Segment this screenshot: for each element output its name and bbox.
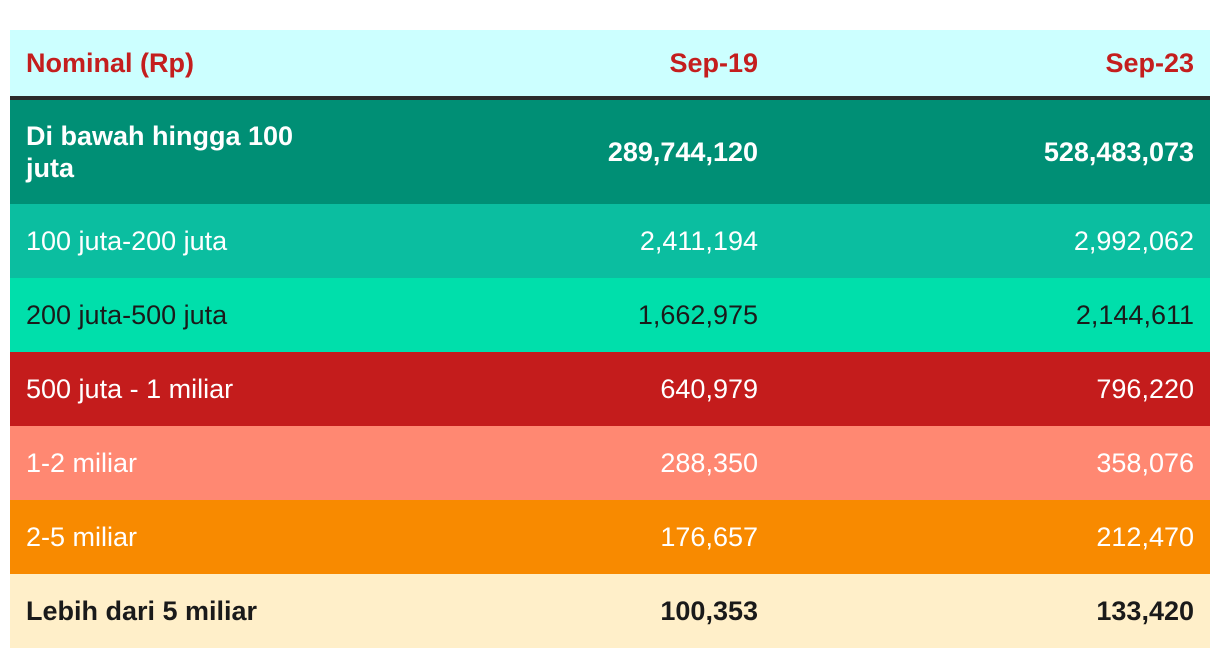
table-row: 200 juta-500 juta 1,662,975 2,144,611 [10, 278, 1210, 352]
row-value-sep19: 288,350 [660, 448, 758, 478]
row-value-sep23: 358,076 [1096, 448, 1194, 478]
row-value-sep19: 2,411,194 [639, 226, 758, 256]
table-row: Di bawah hingga 100 juta 289,744,120 528,4… [10, 98, 1210, 204]
row-value-sep19: 100,353 [660, 596, 758, 626]
header-nominal: Nominal (Rp) [10, 30, 340, 100]
row-value-sep23: 796,220 [1096, 374, 1194, 404]
table-row: 100 juta-200 juta 2,411,194 2,992,062 [10, 204, 1210, 278]
row-label: 1-2 miliar [26, 448, 138, 478]
row-value-sep23: 528,483,073 [1043, 137, 1194, 167]
row-label: 200 juta-500 juta [26, 300, 228, 330]
row-label: 500 juta - 1 miliar [26, 374, 234, 404]
row-label: 2-5 miliar [26, 522, 138, 552]
header-sep19: Sep-19 [340, 30, 774, 100]
row-value-sep23: 2,992,062 [1073, 226, 1194, 256]
header-sep23: Sep-23 [774, 30, 1210, 100]
row-label: Lebih dari 5 miliar [26, 596, 258, 626]
row-value-sep19: 289,744,120 [607, 137, 758, 167]
table-row: Lebih dari 5 miliar 100,353 133,420 [10, 574, 1210, 648]
table-body: Di bawah hingga 100 juta 289,744,120 528,4… [10, 98, 1210, 648]
row-label: 100 juta-200 juta [26, 226, 228, 256]
table-row: 500 juta - 1 miliar 640,979 796,220 [10, 352, 1210, 426]
deposit-accounts-table: Nominal (Rp) Sep-19 Sep-23 Di bawah hing… [10, 30, 1210, 648]
row-label: Di bawah hingga 100 juta [26, 121, 294, 183]
row-value-sep19: 176,657 [660, 522, 758, 552]
row-value-sep19: 640,979 [660, 374, 758, 404]
table-header-row: Nominal (Rp) Sep-19 Sep-23 [10, 30, 1210, 100]
row-value-sep23: 212,470 [1096, 522, 1194, 552]
row-value-sep23: 2,144,611 [1075, 300, 1194, 330]
table-row: 1-2 miliar 288,350 358,076 [10, 426, 1210, 500]
row-value-sep23: 133,420 [1096, 596, 1194, 626]
table-row: 2-5 miliar 176,657 212,470 [10, 500, 1210, 574]
row-value-sep19: 1,662,975 [637, 300, 758, 330]
data-table-container: Nominal (Rp) Sep-19 Sep-23 Di bawah hing… [10, 30, 1210, 648]
